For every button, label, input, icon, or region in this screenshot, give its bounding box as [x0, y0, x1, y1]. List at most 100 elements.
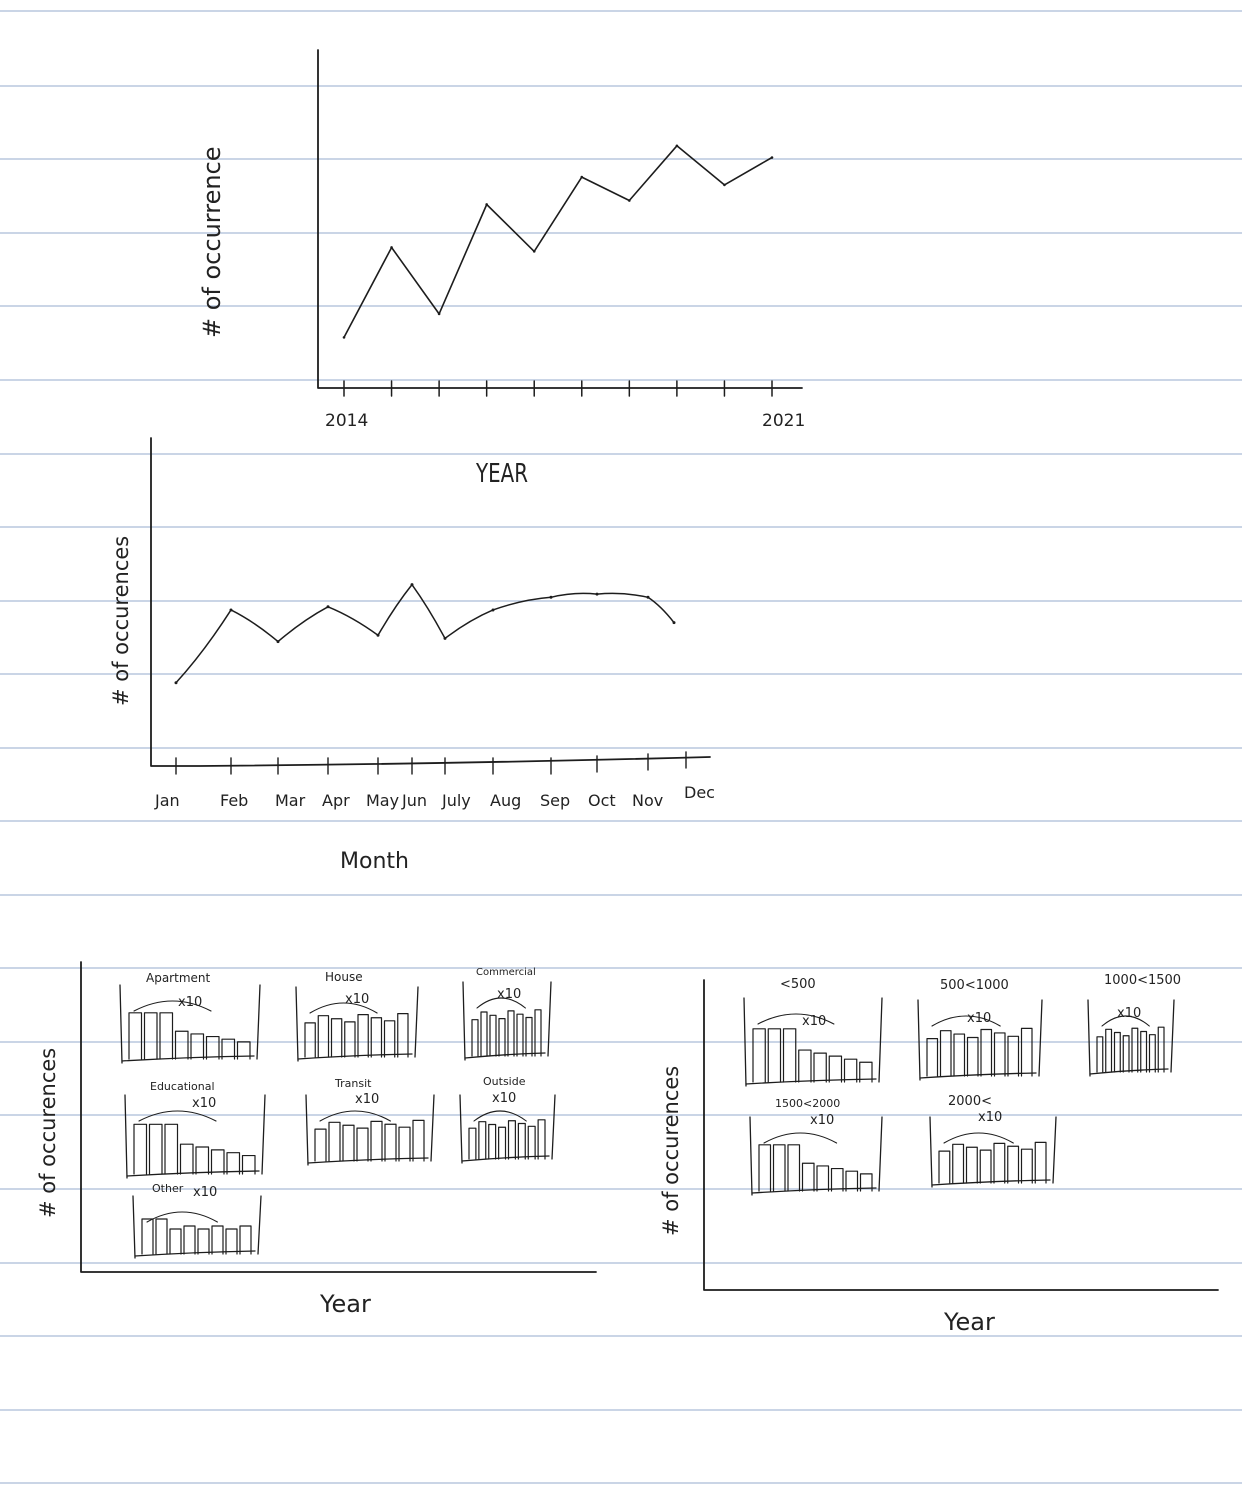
- chart1-data-point: [770, 156, 774, 159]
- chart1-points: [342, 144, 774, 339]
- panel-left-edge: [462, 981, 466, 1061]
- panel-bar: [489, 1014, 497, 1057]
- chart1-y-axis-label: # of occurrence: [198, 146, 226, 338]
- panel-baseline: [931, 1179, 1051, 1186]
- panel-group-arc: [757, 1013, 835, 1025]
- panel-bar: [317, 1015, 330, 1058]
- panel-label: Transit: [334, 1077, 372, 1090]
- panel-bar: [828, 1055, 843, 1083]
- panel-left-edge: [929, 1116, 933, 1188]
- panel-transit: Transit x10: [305, 1077, 435, 1166]
- panel-right-edge: [261, 1094, 266, 1175]
- panel-scale-note: x10: [355, 1092, 379, 1107]
- panel-bar: [370, 1120, 383, 1162]
- panel-left-edge: [124, 1094, 128, 1179]
- size-small-multiples: # of occurences Year <500 x10 500<1000 x…: [659, 973, 1219, 1336]
- panel-bar: [830, 1167, 844, 1192]
- panel-scale-note: x10: [193, 1185, 217, 1200]
- panel-left-edge: [459, 1094, 463, 1164]
- panel-baseline: [919, 1072, 1037, 1079]
- panel-bar: [979, 1149, 992, 1184]
- chart3-x-axis-label: Year: [319, 1290, 371, 1318]
- panel-bar: [148, 1123, 163, 1175]
- panel-bar: [965, 1146, 978, 1184]
- panel-outside: Outside x10: [459, 1075, 556, 1164]
- panel-bar: [183, 1225, 196, 1255]
- panel-group-arc: [133, 1000, 212, 1012]
- panel-bar: [525, 1016, 533, 1057]
- panel-bar: [412, 1119, 425, 1162]
- panel-house: House x10: [295, 970, 419, 1062]
- panel-bar: [498, 1126, 507, 1160]
- chart1-data-point: [675, 144, 679, 148]
- chart2-data-point: [491, 608, 495, 612]
- panel-right-edge: [547, 981, 552, 1057]
- chart2-x-tick-label: Mar: [275, 791, 306, 810]
- panel-bar: [1020, 1148, 1033, 1184]
- panel-scale-note: x10: [810, 1113, 834, 1128]
- panel-scale-note: x10: [978, 1110, 1002, 1125]
- panel-bar: [1140, 1030, 1148, 1073]
- panel-bar: [966, 1036, 979, 1077]
- panel-baseline: [126, 1170, 260, 1177]
- panel-bar: [926, 1038, 939, 1077]
- chart2-axes: [150, 437, 711, 767]
- panel-group-arc: [319, 1110, 391, 1122]
- panel-1000-1500: 1000<1500 x10: [1087, 973, 1181, 1077]
- panel-bar: [210, 1149, 225, 1175]
- panel-label: Apartment: [146, 971, 210, 985]
- chart2-data-point: [549, 595, 553, 599]
- chart2-data-point: [672, 621, 676, 625]
- panel-right-edge: [878, 997, 883, 1083]
- panel-bar: [534, 1009, 542, 1057]
- chart2-data-point: [646, 595, 650, 599]
- panel-group-arc: [1101, 1015, 1150, 1027]
- panel-bar: [798, 1049, 812, 1083]
- chart1-data-point: [485, 203, 488, 206]
- chart4-axes: [703, 979, 1219, 1291]
- chart2-x-tick-label: Aug: [490, 791, 521, 810]
- panel-bar: [128, 1012, 143, 1060]
- chart2-data-point: [376, 633, 380, 637]
- panel-bar: [1131, 1027, 1139, 1073]
- panel-other: Other x10: [132, 1182, 262, 1259]
- chart2-x-tick-label: Dec: [684, 783, 715, 802]
- panel-bar: [314, 1128, 327, 1162]
- panel-bar: [236, 1041, 251, 1060]
- chart2-x-tick-label: Jan: [154, 791, 180, 810]
- panel-group-arc: [146, 1211, 218, 1223]
- panel-baseline: [121, 1055, 255, 1062]
- panel-bar: [801, 1162, 815, 1192]
- chart2-x-ticks: [175, 751, 687, 775]
- panel-left-edge: [119, 984, 123, 1064]
- panel-bar: [241, 1154, 256, 1175]
- panel-scale-note: x10: [497, 987, 521, 1002]
- panel-bar: [342, 1124, 355, 1162]
- panel-group-arc: [931, 1015, 1001, 1027]
- panel-bar: [939, 1030, 952, 1077]
- panel-over-2000: 2000< x10: [929, 1094, 1057, 1188]
- yearly-line-chart: 2014 2021 YEAR # of occurrence: [198, 49, 805, 489]
- panel-bar: [239, 1225, 252, 1255]
- panel-group-arc: [943, 1132, 1014, 1144]
- panel-bar: [845, 1170, 859, 1192]
- panel-right-edge: [257, 1195, 262, 1255]
- panel-scale-note: x10: [178, 995, 202, 1010]
- panel-bar: [159, 1012, 174, 1060]
- chart2-data-point: [410, 583, 414, 587]
- panel-bar: [816, 1165, 830, 1192]
- chart1-axes: [317, 49, 803, 389]
- panel-bar: [752, 1028, 766, 1083]
- panel-educational: Educational x10: [124, 1080, 266, 1179]
- panel-bar: [507, 1120, 516, 1160]
- panel-bar: [190, 1033, 205, 1060]
- panel-label: House: [325, 970, 363, 984]
- panel-bar: [1122, 1035, 1130, 1073]
- panel-baseline: [745, 1078, 877, 1085]
- panel-bar: [357, 1014, 369, 1058]
- panel-left-edge: [305, 1094, 309, 1166]
- chart1-data-point: [580, 175, 584, 179]
- panel-bar: [843, 1058, 858, 1083]
- panel-baseline: [134, 1250, 256, 1257]
